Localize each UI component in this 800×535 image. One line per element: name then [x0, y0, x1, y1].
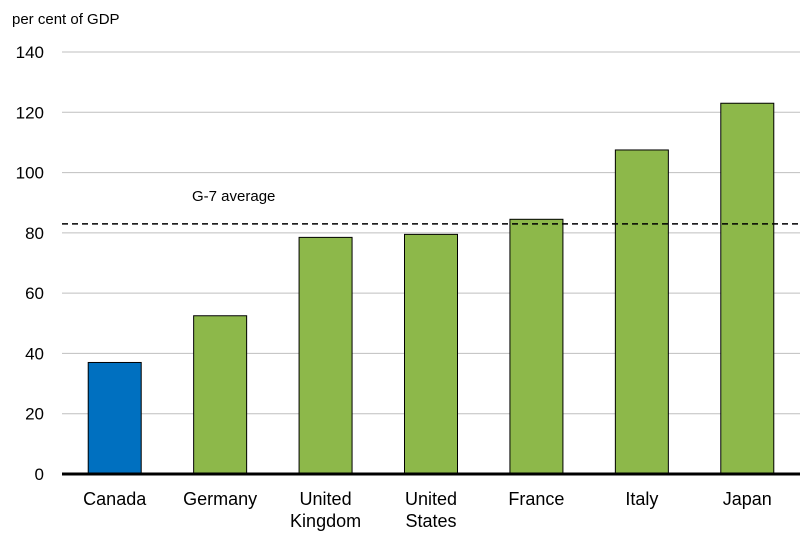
y-tick-label: 100 — [16, 164, 44, 183]
bar — [720, 102, 775, 475]
g7-average-reference: G-7 average — [62, 188, 800, 225]
category-labels: Canada Germany UnitedKingdomUnitedStatesFr… — [83, 489, 772, 531]
category-label: Canada — [83, 489, 147, 509]
category-label: Germany — [183, 489, 257, 509]
y-axis-unit-label: per cent of GDP — [12, 11, 120, 28]
bars — [87, 102, 775, 475]
y-tick-label: 60 — [25, 284, 44, 303]
y-tick-label: 0 — [35, 465, 44, 484]
g7-average-label: G-7 average — [192, 188, 275, 205]
bar — [404, 233, 458, 475]
category-label: Kingdom — [290, 511, 361, 531]
y-tick-label: 80 — [25, 224, 44, 243]
category-label: Italy — [625, 489, 658, 509]
bar — [298, 236, 353, 475]
category-label: States — [405, 511, 456, 531]
category-label: Japan — [723, 489, 772, 509]
category-label: United — [405, 489, 457, 509]
bar — [87, 361, 142, 475]
bar — [193, 315, 248, 475]
y-tick-label: 120 — [16, 103, 44, 122]
bar — [614, 149, 669, 475]
category-label: France — [508, 489, 564, 509]
bar — [509, 218, 564, 475]
y-tick-label: 140 — [16, 43, 44, 62]
category-label: United — [300, 489, 352, 509]
y-tick-label: 40 — [25, 344, 44, 363]
y-tick-labels: 0 20 40 60 80 100 120 140 — [16, 43, 44, 484]
y-tick-label: 20 — [25, 405, 44, 424]
